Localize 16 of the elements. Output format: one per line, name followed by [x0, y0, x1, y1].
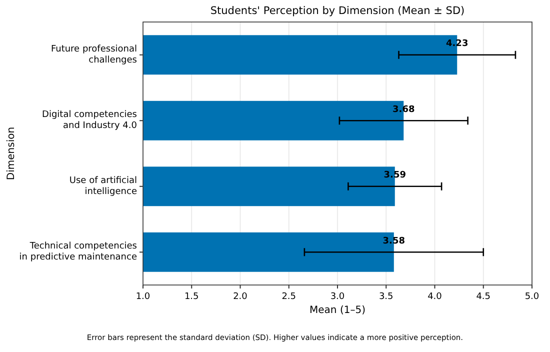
x-tick-label: 3.5: [378, 292, 394, 302]
y-tick-label: Technical competencies in predictive maintenance: [19, 242, 138, 264]
x-tick-label: 2.0: [233, 292, 248, 302]
y-tick-label: Digital competencies and Industry 4.0: [42, 110, 138, 132]
y-tick-label: Use of artificial intelligence: [69, 176, 138, 198]
x-axis-title: Mean (1–5): [310, 305, 366, 316]
x-tick-label: 5.0: [524, 292, 540, 302]
chart-title: Students' Perception by Dimension (Mean ± SD): [210, 5, 465, 17]
x-tick-label: 2.5: [282, 292, 296, 302]
x-tick-label: 1.0: [136, 292, 150, 302]
x-tick-label: 1.5: [184, 292, 199, 302]
y-tick-label: Future professional challenges: [50, 44, 138, 66]
x-tick-label: 3.0: [330, 292, 345, 302]
x-tick-label: 4.0: [428, 292, 442, 302]
y-axis-title: Dimension: [6, 126, 17, 180]
x-tick-label: 4.5: [476, 292, 491, 302]
